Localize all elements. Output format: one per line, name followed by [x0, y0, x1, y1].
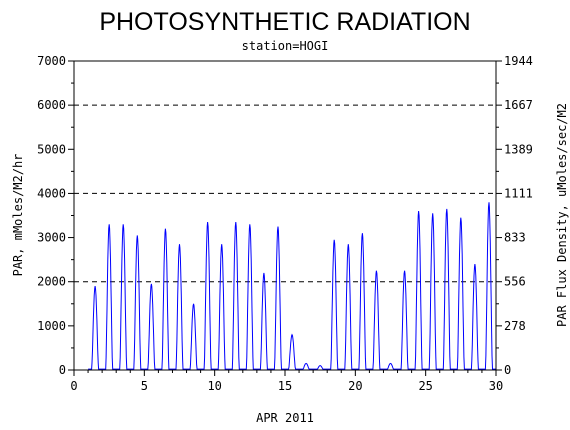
y-tick-label-left: 4000 — [37, 186, 66, 200]
x-tick-label: 0 — [70, 379, 77, 393]
chart-subtitle: station=HOGI — [242, 39, 329, 53]
y-tick-label-left: 7000 — [37, 54, 66, 68]
x-tick-label: 30 — [489, 379, 503, 393]
y-tick-label-left: 1000 — [37, 319, 66, 333]
y-tick-label-right: 1667 — [504, 98, 533, 112]
y-tick-label-right: 278 — [504, 319, 526, 333]
reference-lines — [74, 104, 496, 283]
y-tick-label-right: 1944 — [504, 54, 533, 68]
left-y-axis: 0 1000 2000 3000 4000 5000 6000 7000 — [37, 54, 74, 377]
right-y-axis-label: PAR Flux Density, uMoles/sec/M2 — [555, 103, 569, 327]
x-axis-label: APR 2011 — [256, 411, 314, 425]
y-tick-label-left: 3000 — [37, 231, 66, 245]
par-series — [88, 202, 496, 370]
y-tick-label-left: 0 — [59, 363, 66, 377]
x-tick-label: 5 — [141, 379, 148, 393]
y-tick-label-right: 1111 — [504, 186, 533, 200]
par-line — [88, 202, 496, 370]
x-tick-label: 20 — [348, 379, 362, 393]
x-axis: 0 5 10 15 20 25 30 — [70, 370, 503, 393]
chart-title: PHOTOSYNTHETIC RADIATION — [99, 8, 470, 36]
y-tick-label-right: 833 — [504, 231, 526, 245]
left-y-axis-label: PAR, mMoles/M2/hr — [11, 154, 25, 277]
x-tick-label: 25 — [418, 379, 432, 393]
y-tick-label-right: 0 — [504, 363, 511, 377]
y-tick-label-left: 6000 — [37, 98, 66, 112]
x-tick-label: 15 — [278, 379, 292, 393]
x-tick-label: 10 — [207, 379, 221, 393]
y-tick-label-left: 2000 — [37, 275, 66, 289]
y-tick-label-left: 5000 — [37, 142, 66, 156]
right-y-axis: 0 278 556 833 1111 1389 1667 1944 — [496, 54, 533, 377]
y-tick-label-right: 556 — [504, 275, 526, 289]
y-tick-label-right: 1389 — [504, 142, 533, 156]
